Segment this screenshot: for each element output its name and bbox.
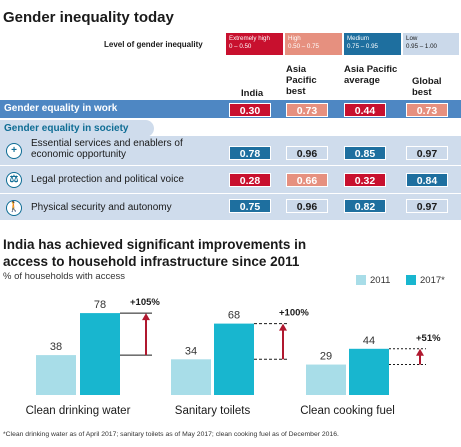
change-label: +51%	[416, 333, 441, 344]
value-cell: 0.28	[229, 173, 271, 187]
level-range: 0 – 0.50	[229, 42, 252, 50]
level-range: 0.75 – 0.95	[347, 42, 378, 50]
column-header-2: Asia Pacific average	[344, 64, 398, 86]
data-label-2017: 68	[228, 310, 240, 322]
level-range: 0.50 – 0.75	[288, 42, 319, 50]
level-name: Low	[406, 35, 418, 42]
table-title: Gender inequality today	[3, 9, 174, 26]
level-box-1: High 0.50 – 0.75	[285, 33, 342, 55]
chart-footnote: *Clean drinking water as of April 2017; …	[3, 431, 339, 438]
value-cell: 0.66	[286, 173, 328, 187]
data-label-2017: 44	[363, 335, 375, 347]
level-box-3: Low 0.95 – 1.00	[403, 33, 459, 55]
chart-subtitle: % of households with access	[3, 271, 125, 282]
section-work-label: Gender equality in work	[4, 103, 118, 114]
change-arrow-head	[279, 323, 287, 331]
column-header-1: Asia Pacific best	[286, 64, 317, 97]
bar-2017	[80, 313, 120, 395]
bar-chart: 38 78 Clean drinking water +105% 34 68 Sanitar…	[26, 297, 442, 417]
value-cell: 0.96	[286, 199, 328, 213]
value-cell: 0.84	[406, 173, 448, 187]
value-cell: 0.97	[406, 146, 448, 160]
bar-2017	[214, 323, 254, 395]
change-arrow-head	[142, 313, 150, 321]
value-cell: 0.96	[286, 146, 328, 160]
row-divider	[0, 165, 461, 166]
level-box-2: Medium 0.75 – 0.95	[344, 33, 401, 55]
person-icon: 🚶	[6, 200, 22, 216]
value-cell: 0.82	[344, 199, 386, 213]
legend-swatch-2017	[406, 275, 416, 286]
bar-2011	[306, 364, 346, 395]
value-cell: 0.30	[229, 103, 271, 117]
value-cell: 0.44	[344, 103, 386, 117]
value-cell: 0.85	[344, 146, 386, 160]
value-cell: 0.73	[286, 103, 328, 117]
level-name: High	[288, 35, 301, 42]
category-label: Clean cooking fuel	[300, 405, 395, 417]
level-range: 0.95 – 1.00	[406, 42, 437, 50]
chart-title-line1: India has achieved significant improveme…	[3, 237, 307, 252]
data-label-2011: 34	[185, 345, 197, 357]
legend-2011: 2011	[356, 275, 390, 286]
value-cell: 0.97	[406, 199, 448, 213]
level-name: Medium	[347, 35, 370, 42]
section-society-label: Gender equality in society	[4, 123, 129, 134]
row-label-services: Essential services and enablers of econo…	[31, 138, 183, 160]
column-header-0: India	[241, 88, 264, 99]
category-label: Sanitary toilets	[175, 405, 251, 417]
level-legend-label: Level of gender inequality	[104, 40, 203, 49]
value-cell: 0.73	[406, 103, 448, 117]
legend-label-2017: 2017*	[420, 275, 445, 286]
bar-2011	[36, 355, 76, 395]
change-label: +105%	[130, 297, 160, 308]
plus-icon: +	[6, 143, 22, 159]
row-label-legal: Legal protection and political voice	[31, 174, 184, 185]
row-label-security: Physical security and autonomy	[31, 202, 172, 213]
change-arrow-head	[416, 348, 424, 356]
society-tab	[0, 120, 154, 137]
chart-title: India has achieved significant improveme…	[3, 236, 458, 270]
chart-title-line2: access to household infrastructure since…	[3, 254, 300, 269]
level-name: Extremely high	[229, 35, 270, 42]
scales-icon: ⚖	[6, 172, 22, 188]
value-cell: 0.32	[344, 173, 386, 187]
change-label: +100%	[279, 308, 309, 319]
level-box-0: Extremely high 0 – 0.50	[226, 33, 283, 55]
data-label-2011: 29	[320, 351, 332, 363]
data-label-2017: 78	[94, 299, 106, 311]
data-label-2011: 38	[50, 341, 62, 353]
column-header-3: Global best	[412, 76, 442, 98]
legend-2017: 2017*	[406, 275, 445, 286]
legend-swatch-2011	[356, 275, 366, 286]
legend-label-2011: 2011	[370, 275, 391, 286]
value-cell: 0.75	[229, 199, 271, 213]
category-label: Clean drinking water	[26, 405, 131, 417]
bar-2011	[171, 359, 211, 395]
bar-2017	[349, 348, 389, 395]
value-cell: 0.78	[229, 146, 271, 160]
row-divider	[0, 193, 461, 194]
